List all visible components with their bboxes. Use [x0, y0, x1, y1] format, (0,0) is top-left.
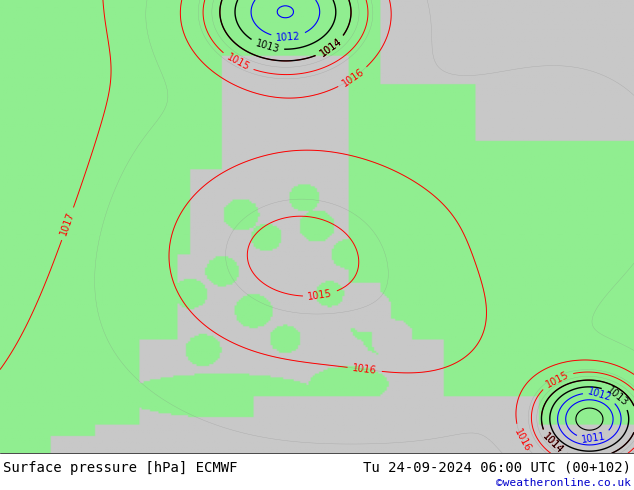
- Text: 1014: 1014: [318, 36, 344, 59]
- Text: 1011: 1011: [581, 431, 607, 445]
- Text: 1016: 1016: [352, 363, 377, 376]
- Text: 1016: 1016: [512, 427, 533, 453]
- Text: 1015: 1015: [544, 369, 570, 390]
- Text: Surface pressure [hPa] ECMWF: Surface pressure [hPa] ECMWF: [3, 461, 238, 475]
- Text: 1012: 1012: [587, 387, 613, 403]
- Text: 1013: 1013: [254, 38, 280, 55]
- Text: 1017: 1017: [59, 211, 77, 237]
- Text: 1012: 1012: [276, 31, 301, 43]
- Text: 1014: 1014: [318, 36, 344, 59]
- Text: 1014: 1014: [541, 432, 565, 456]
- Text: 1015: 1015: [307, 289, 333, 302]
- Text: 1013: 1013: [604, 385, 630, 408]
- Text: 1015: 1015: [224, 52, 251, 73]
- Text: 1014: 1014: [541, 432, 565, 456]
- Text: 1016: 1016: [340, 67, 366, 89]
- Text: Tu 24-09-2024 06:00 UTC (00+102): Tu 24-09-2024 06:00 UTC (00+102): [363, 461, 631, 475]
- Text: ©weatheronline.co.uk: ©weatheronline.co.uk: [496, 478, 631, 488]
